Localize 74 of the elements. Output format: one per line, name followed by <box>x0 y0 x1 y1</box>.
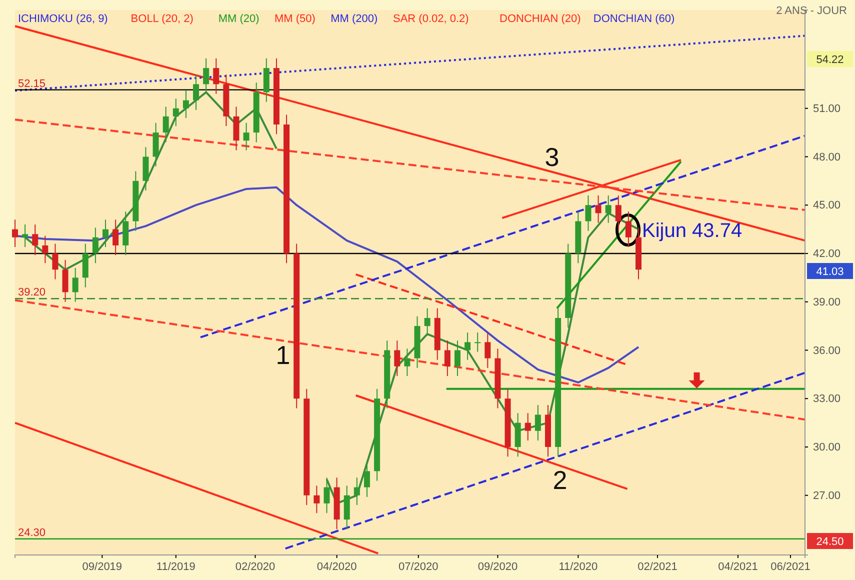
candlestick <box>534 404 541 442</box>
x-tick-label: 09/2019 <box>82 560 122 573</box>
annotation: 1 <box>276 340 290 370</box>
y-tick-label: 33.00 <box>813 393 841 406</box>
candlestick <box>72 267 78 302</box>
candlestick <box>172 98 179 127</box>
candlestick <box>595 194 602 224</box>
text: 54.22 <box>816 54 844 66</box>
y-tick-label: 45.00 <box>813 200 841 212</box>
candlestick <box>484 332 491 368</box>
x-tick-label: 04/2020 <box>316 560 357 573</box>
annotation: BOLL (20, 2) <box>130 13 194 25</box>
ref-line-label: 52.15 <box>18 78 46 90</box>
annotation: DONCHIAN (20) <box>500 13 581 25</box>
text: 41.03 <box>816 266 844 278</box>
candlestick <box>444 340 450 377</box>
x-tick-label: 02/2021 <box>638 560 678 573</box>
x-tick-label: 04/2021 <box>718 560 758 573</box>
y-tick-label: 36.00 <box>813 344 841 357</box>
x-tick-label: 11/2020 <box>558 560 598 573</box>
candlestick <box>394 340 400 377</box>
y-tick-label: 27.00 <box>813 490 841 502</box>
candlestick <box>92 227 98 264</box>
annotation: 2 <box>552 465 568 495</box>
annotation: Kijun 43.74 <box>642 220 742 242</box>
annotation: MM (20) <box>218 13 260 25</box>
candlestick <box>615 194 622 232</box>
annotation: MM (200) <box>330 13 378 25</box>
y-tick-label: 30.00 <box>813 441 841 454</box>
y-tick-label: 42.00 <box>813 248 841 260</box>
candlestick <box>182 90 189 119</box>
candlestick <box>354 477 360 506</box>
candlestick <box>404 348 410 377</box>
candlestick <box>62 259 68 302</box>
candlestick <box>424 308 430 336</box>
annotation: SAR (0.02, 0.2) <box>393 13 469 25</box>
candlestick <box>364 460 370 498</box>
y-tick-label: 51.00 <box>813 102 841 115</box>
x-tick-label: 07/2020 <box>398 560 438 573</box>
x-tick-label: 09/2020 <box>478 560 518 573</box>
candlestick <box>243 122 250 151</box>
candlestick <box>625 211 632 248</box>
annotation: ICHIMOKU (26, 9) <box>18 13 108 25</box>
candlestick <box>193 74 200 110</box>
candlestick <box>52 243 58 280</box>
y-tick-label: 39.00 <box>813 296 841 308</box>
text: 24.50 <box>816 536 844 548</box>
ref-line-label: 24.30 <box>18 526 46 539</box>
candlestick <box>112 219 119 256</box>
ref-line-label: 39.20 <box>18 286 46 299</box>
candlestick <box>454 340 460 377</box>
candlestick <box>102 219 109 248</box>
candlestick <box>314 485 320 514</box>
x-tick-label: 02/2020 <box>235 560 276 573</box>
candlestick <box>605 194 612 224</box>
y-tick-label: 48.00 <box>813 151 841 164</box>
candlestick <box>22 224 28 248</box>
candlestick <box>585 194 592 232</box>
candlestick <box>324 477 330 514</box>
candlestick <box>12 219 18 248</box>
candlestick <box>464 332 471 360</box>
candlestick <box>203 58 210 94</box>
candlestick <box>213 58 220 94</box>
candlestick <box>474 332 481 352</box>
x-tick-label: 06/2021 <box>770 560 810 573</box>
annotation: 2 ANS - JOUR <box>776 5 848 17</box>
candlestick <box>32 224 38 256</box>
candlestick <box>524 412 531 442</box>
candlestick <box>162 106 169 143</box>
x-tick-label: 11/2019 <box>156 560 196 573</box>
annotation: 3 <box>544 142 560 172</box>
annotation: MM (50) <box>274 13 316 25</box>
candlestick <box>42 235 48 264</box>
annotation: DONCHIAN (60) <box>593 13 675 25</box>
